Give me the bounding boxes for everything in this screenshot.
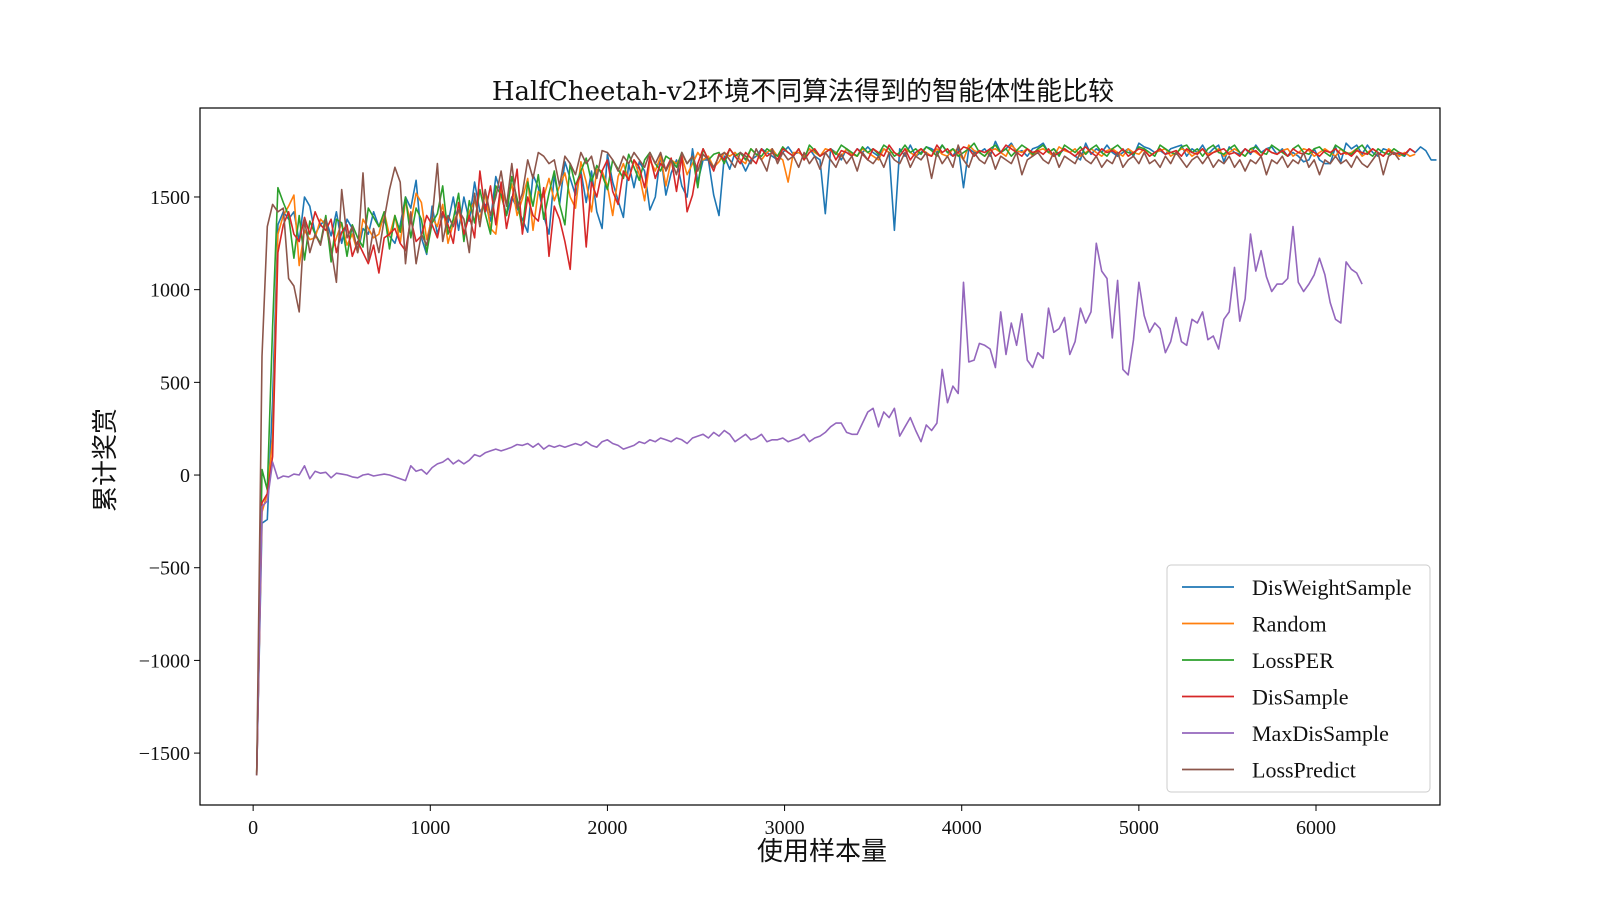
legend-item-label: MaxDisSample	[1252, 721, 1389, 746]
legend: DisWeightSample Random LossPER DisSample Max…	[1166, 564, 1431, 793]
legend-frame	[1166, 564, 1431, 793]
y-axis: −1500 −1000 −500 0 500 1000 1500	[139, 187, 200, 765]
series-line-dissample	[255, 144, 1416, 776]
x-axis-label: 使用样本量	[757, 837, 887, 867]
y-tick-label: −1500	[139, 743, 190, 765]
x-tick-label: 6000	[1296, 817, 1336, 839]
legend-item-label: DisSample	[1252, 685, 1349, 710]
x-tick-label: 4000	[942, 817, 982, 839]
y-tick-label: 1000	[150, 280, 190, 302]
legend-item-label: DisWeightSample	[1252, 575, 1412, 600]
y-tick-label: 1500	[150, 187, 190, 209]
series-layer	[255, 140, 1437, 776]
x-tick-label: 3000	[765, 817, 805, 839]
x-tick-label: 1000	[410, 817, 450, 839]
x-axis: 0 1000 2000 3000 4000 5000 6000	[248, 805, 1336, 839]
y-tick-label: −1000	[139, 650, 190, 672]
series-line-maxdissample	[255, 225, 1363, 776]
legend-item-label: Random	[1252, 612, 1327, 637]
y-axis-label: 累计奖赏	[91, 408, 121, 512]
y-tick-label: 0	[180, 465, 190, 487]
chart-title: HalfCheetah-v2环境不同算法得到的智能体性能比较	[492, 77, 1114, 107]
series-line-losspredict	[255, 144, 1400, 776]
legend-item-label: LossPER	[1252, 648, 1334, 673]
plot-area-frame	[199, 107, 1441, 806]
y-tick-label: 500	[160, 372, 190, 394]
y-tick-label: −500	[149, 558, 190, 580]
x-tick-label: 0	[248, 817, 258, 839]
x-tick-label: 2000	[587, 817, 627, 839]
x-tick-label: 5000	[1119, 817, 1159, 839]
legend-item-label: LossPredict	[1252, 758, 1356, 783]
